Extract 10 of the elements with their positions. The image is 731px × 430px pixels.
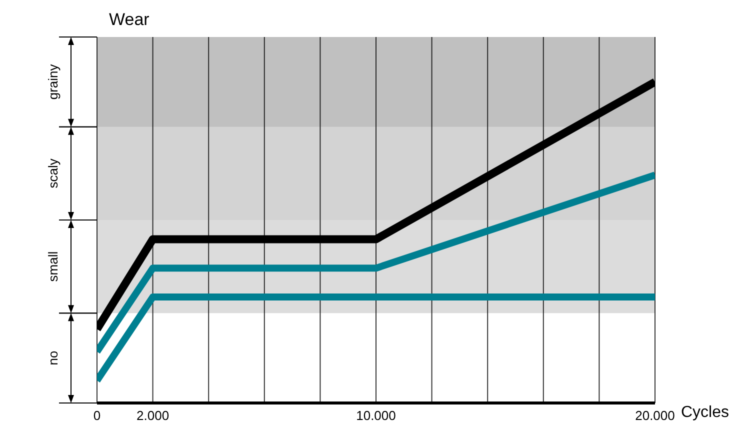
x-tick-label: 20.000 [635,408,675,424]
x-axis-title: Cycles [681,404,730,422]
band-label: small [46,251,60,282]
band-label: grainy [46,64,60,100]
x-tick-label: 10.000 [356,408,396,424]
text: no [46,350,60,366]
x-tick-label: 0 [93,408,101,424]
x-tick-label: 2.000 [136,408,170,424]
chart-title: Wear [109,10,150,30]
band-label: scaly [46,158,60,188]
